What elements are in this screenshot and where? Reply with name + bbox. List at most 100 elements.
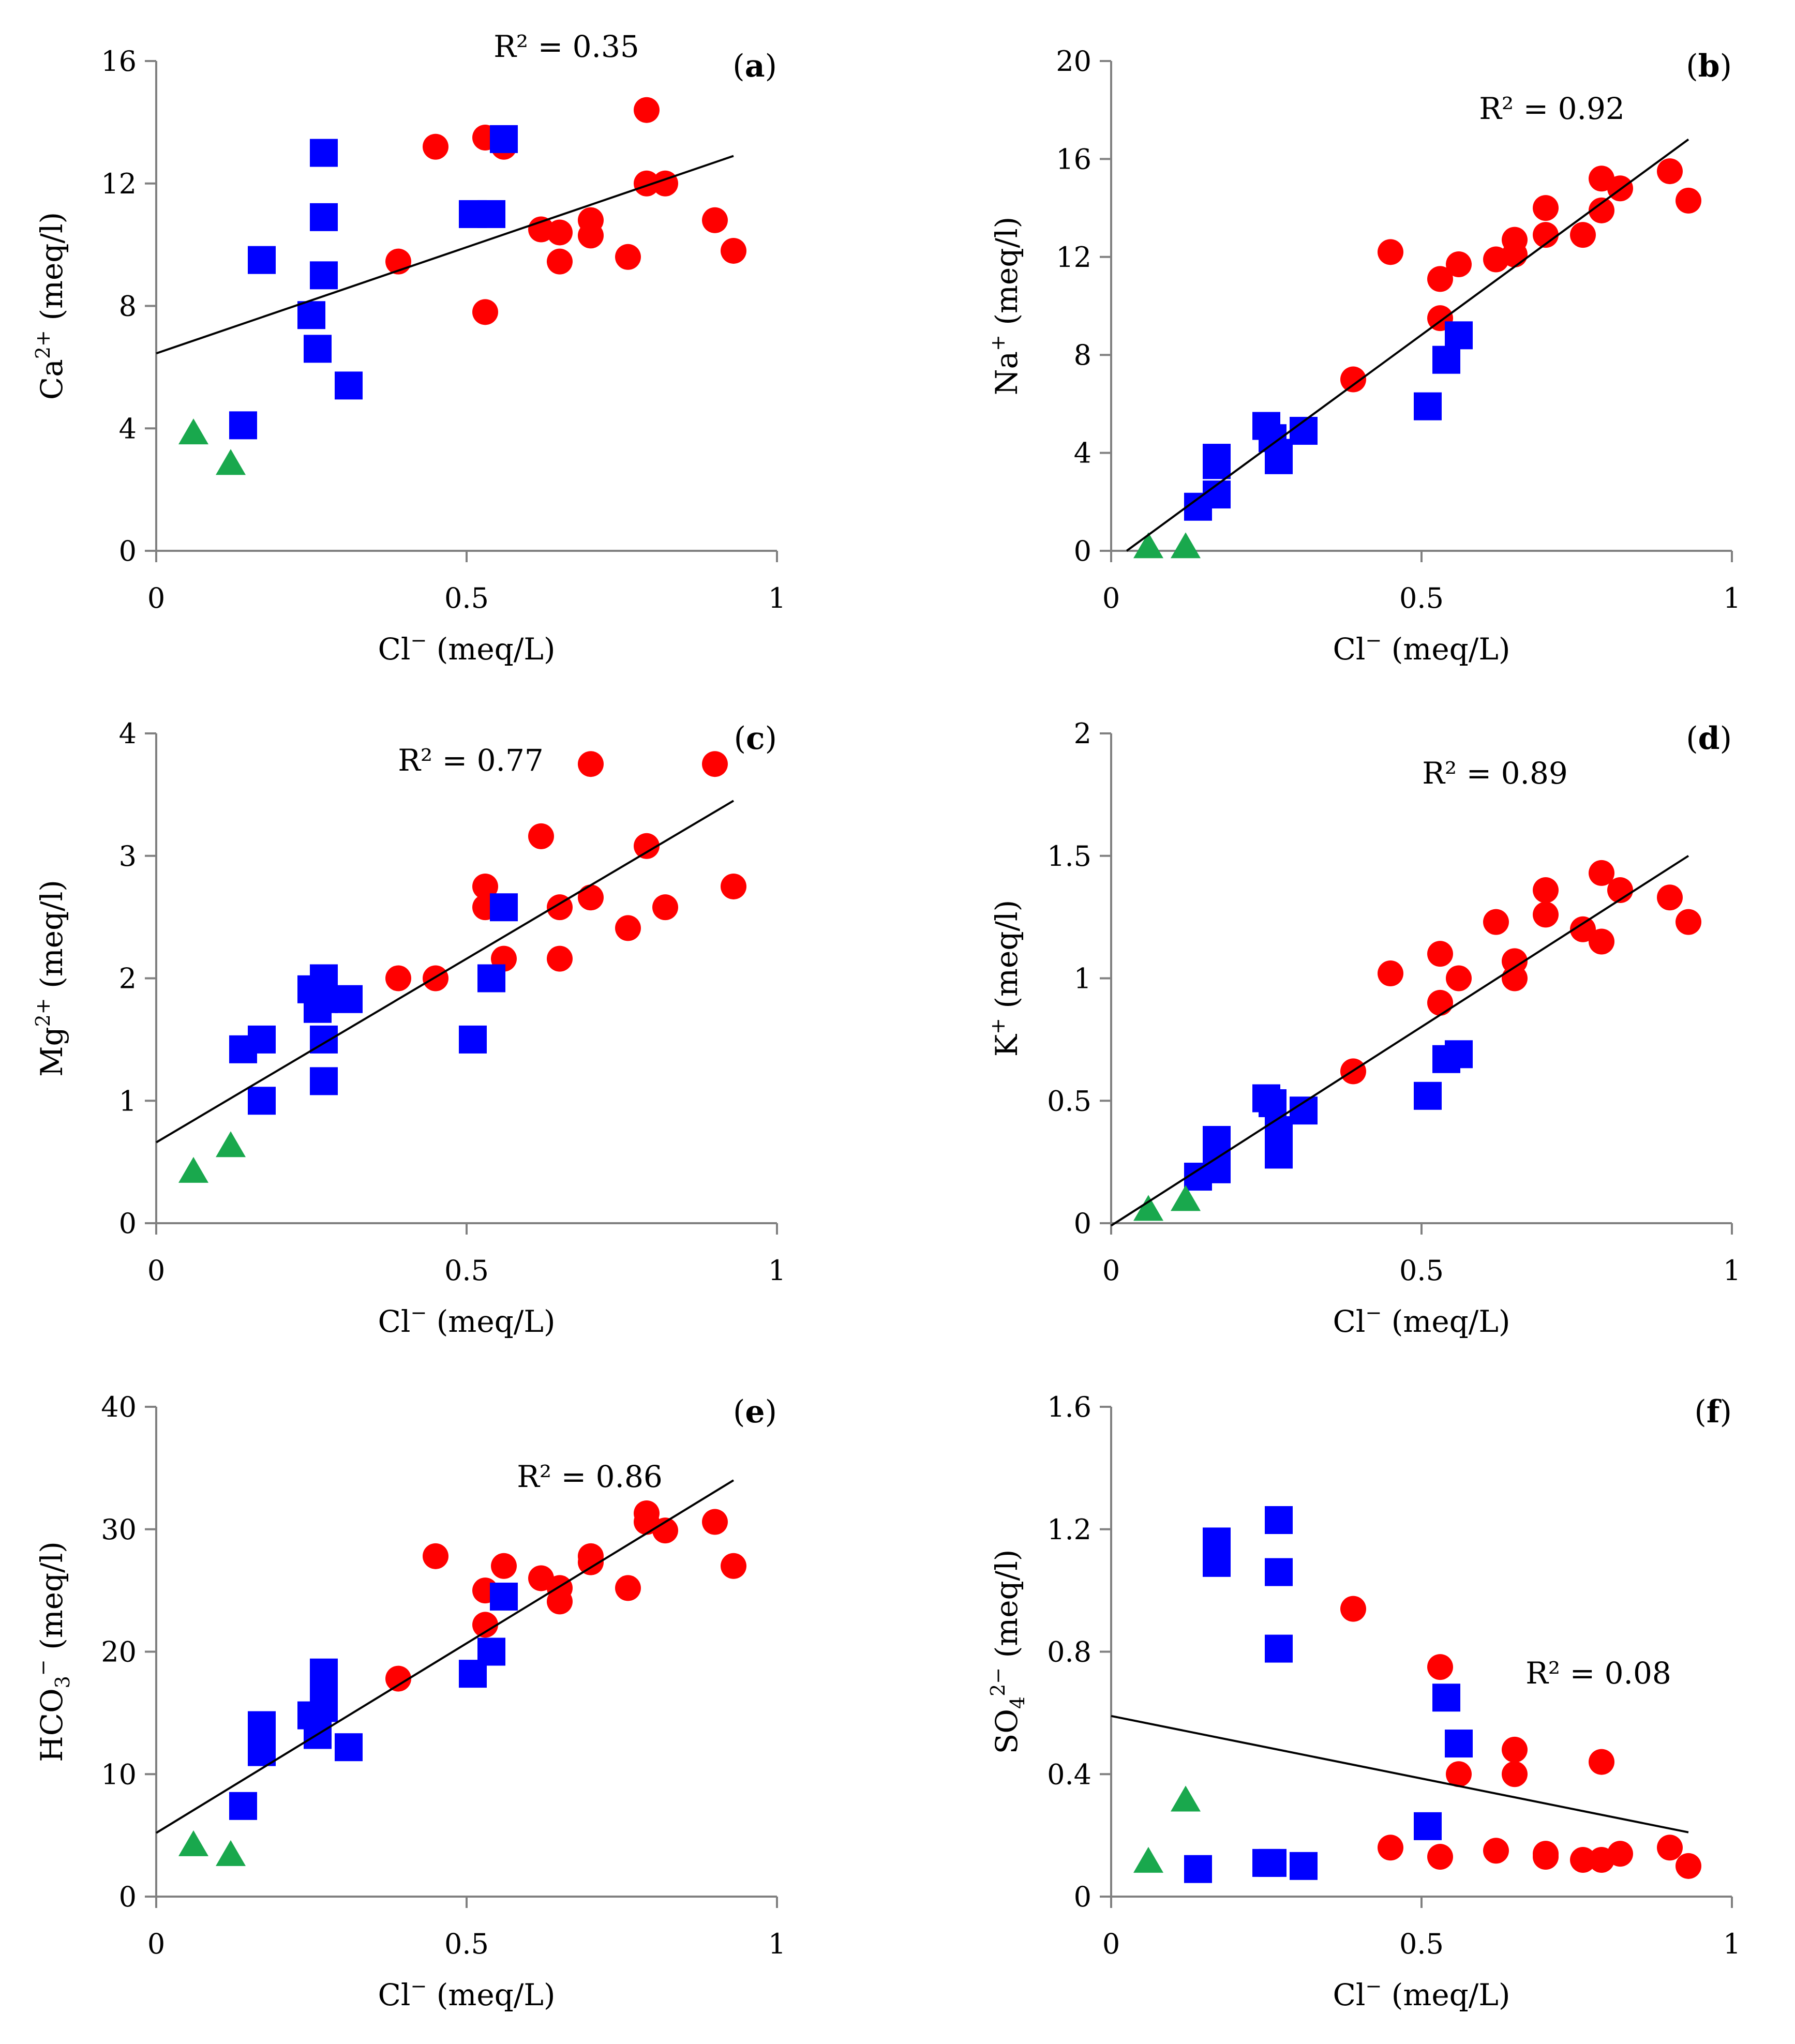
x-title-tail: (meq/L) xyxy=(427,1304,555,1339)
x-tick-label: 0 xyxy=(147,1928,165,1960)
x-tick-label: 0 xyxy=(147,1254,165,1287)
data-point-square xyxy=(1290,1852,1318,1880)
series-triangles xyxy=(1133,1785,1201,1873)
y-title-sup: + xyxy=(986,335,1009,351)
x-axis-title: Cl− (meq/L) xyxy=(378,629,556,667)
y-tick-label: 0 xyxy=(119,535,137,567)
y-axis-title: HCO3− (meq/l) xyxy=(32,1541,74,1762)
data-point-circle xyxy=(578,222,604,249)
data-point-square xyxy=(1265,1634,1293,1663)
trend-line xyxy=(155,1479,735,1834)
data-point-square xyxy=(477,200,505,228)
panel-letter: (c) xyxy=(734,720,777,757)
data-point-square xyxy=(1414,1081,1442,1110)
data-point-circle xyxy=(1483,1838,1509,1864)
series-circles xyxy=(385,97,746,325)
y-tick-label: 0 xyxy=(1074,535,1091,567)
y-title-main: Ca xyxy=(34,359,69,400)
panel-letter-text: c xyxy=(746,720,765,757)
data-point-triangle xyxy=(1133,1195,1163,1221)
data-point-circle xyxy=(1589,860,1614,886)
y-title-tail: (meq/l) xyxy=(989,217,1024,335)
y-tick-label: 30 xyxy=(101,1513,137,1546)
data-point-square xyxy=(1203,444,1231,472)
x-title-tail: (meq/L) xyxy=(1382,632,1510,667)
data-point-square xyxy=(490,893,518,922)
x-tick-label: 0 xyxy=(147,582,165,614)
series-squares xyxy=(229,893,518,1115)
data-point-circle xyxy=(634,97,660,123)
x-title-sup: − xyxy=(410,1975,427,1997)
x-title-tail: (meq/L) xyxy=(1382,1977,1510,2012)
x-title-main: Cl xyxy=(378,1304,411,1339)
data-point-square xyxy=(1259,1848,1287,1877)
data-point-triangle xyxy=(178,1156,208,1183)
x-title-sup: − xyxy=(1365,629,1382,652)
data-point-square xyxy=(310,203,338,231)
data-point-circle xyxy=(547,219,573,246)
data-point-square xyxy=(310,985,338,1013)
data-point-square xyxy=(1184,1855,1212,1883)
data-point-square xyxy=(229,1792,257,1820)
y-title-tail: (meq/l) xyxy=(989,1550,1024,1667)
y-tick-label: 4 xyxy=(119,412,137,445)
trend-line xyxy=(156,155,734,355)
data-point-circle xyxy=(1676,187,1701,214)
series-squares xyxy=(1184,321,1473,521)
y-tick-label: 20 xyxy=(101,1636,137,1669)
y-tick-label: 4 xyxy=(1074,437,1091,470)
data-point-circle xyxy=(721,873,746,899)
x-title-main: Cl xyxy=(378,632,411,667)
data-point-circle xyxy=(721,237,746,264)
x-tick-label: 1 xyxy=(1723,582,1741,614)
x-tick-label: 0.5 xyxy=(444,582,489,614)
data-point-circle xyxy=(1533,901,1559,928)
y-tick-label: 12 xyxy=(101,168,137,200)
y-tick-label: 0.5 xyxy=(1047,1085,1091,1117)
data-point-square xyxy=(335,371,363,400)
panel-letter: (b) xyxy=(1686,48,1732,84)
data-point-circle xyxy=(1427,989,1453,1016)
data-point-square xyxy=(310,261,338,290)
y-axis-title: Mg2+ (meq/l) xyxy=(32,880,69,1077)
data-point-square xyxy=(1432,1684,1460,1712)
x-tick-label: 0.5 xyxy=(1399,582,1444,614)
data-point-square xyxy=(310,139,338,167)
data-point-circle xyxy=(1657,158,1683,185)
data-point-circle xyxy=(1340,1596,1366,1622)
data-point-triangle xyxy=(1133,532,1163,559)
series-triangles xyxy=(1133,1185,1201,1221)
panel-letter: (d) xyxy=(1686,720,1732,757)
x-tick-label: 1 xyxy=(768,1928,786,1960)
x-title-main: Cl xyxy=(378,1977,411,2012)
data-point-circle xyxy=(1570,222,1596,248)
data-point-square xyxy=(1265,446,1293,474)
data-point-square xyxy=(1265,1116,1293,1145)
data-point-square xyxy=(477,964,505,993)
y-title-sup: 2+ xyxy=(32,998,54,1027)
data-point-circle xyxy=(1340,366,1366,393)
x-tick-label: 0.5 xyxy=(444,1254,489,1287)
data-point-circle xyxy=(702,751,728,777)
r-squared-label: R² = 0.92 xyxy=(1479,91,1625,126)
y-tick-label: 0.4 xyxy=(1047,1758,1091,1791)
series-squares xyxy=(229,125,518,440)
y-title-sub: 4 xyxy=(1006,1696,1029,1709)
data-point-circle xyxy=(615,244,641,270)
data-point-square xyxy=(1445,1730,1473,1758)
y-title-main: Na xyxy=(989,351,1024,395)
panel-letter-text: e xyxy=(745,1394,765,1430)
data-point-square xyxy=(490,1582,518,1611)
panel-letter-text: f xyxy=(1707,1394,1722,1430)
y-title-sub: 3 xyxy=(51,1676,74,1688)
data-point-square xyxy=(1203,1549,1231,1577)
data-point-square xyxy=(248,1711,276,1739)
x-axis-title: Cl− (meq/L) xyxy=(1333,629,1510,667)
data-point-square xyxy=(335,985,363,1013)
y-tick-label: 2 xyxy=(1074,717,1091,750)
x-title-tail: (meq/L) xyxy=(427,632,555,667)
y-title-main: K xyxy=(989,1033,1024,1057)
data-point-circle xyxy=(702,207,728,233)
data-point-circle xyxy=(1570,916,1596,942)
